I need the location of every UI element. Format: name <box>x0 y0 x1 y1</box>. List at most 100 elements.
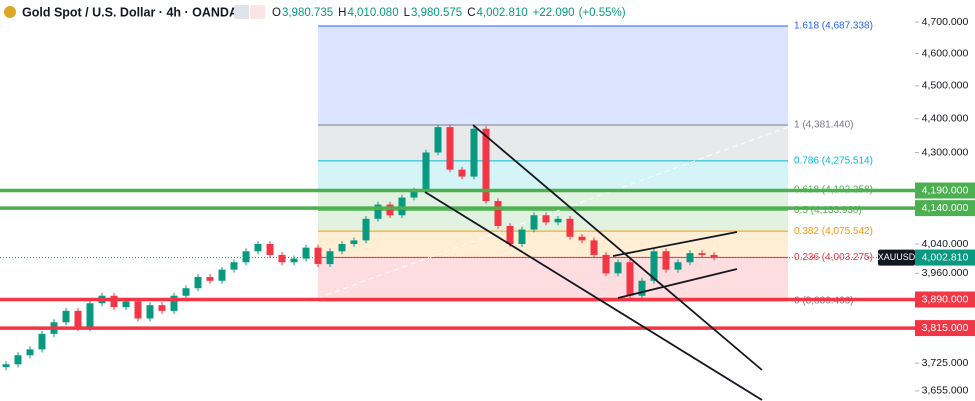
level-label: 3,815.000 <box>922 322 969 334</box>
candle-body <box>110 295 118 308</box>
candle-body <box>266 243 274 255</box>
candle-body <box>338 243 346 252</box>
candle-body <box>230 262 238 270</box>
trend-line <box>424 191 763 401</box>
last-price-bg <box>915 249 975 266</box>
icon[interactable] <box>250 5 265 19</box>
candle-body <box>374 204 382 219</box>
fib-band <box>318 231 788 258</box>
candle-body <box>566 218 574 237</box>
candle-body <box>278 254 286 263</box>
y-tick-label: 4,700.000 <box>922 16 969 28</box>
symbol-icon <box>4 6 16 18</box>
level-label-bg <box>915 200 975 217</box>
candle-body <box>674 262 682 270</box>
candle-body <box>530 215 538 230</box>
candle-body <box>170 295 178 311</box>
candle-body <box>554 218 562 223</box>
candle-body <box>458 169 466 177</box>
fib-band <box>318 257 788 301</box>
fib-label: 0.786 (4,275.514) <box>794 156 873 167</box>
candle-body <box>626 262 634 296</box>
candle-body <box>194 277 202 289</box>
fib-label: 1 (4,381.440) <box>794 120 854 131</box>
level-label: 4,190.000 <box>922 184 969 196</box>
candle-body <box>662 251 670 270</box>
candle-body <box>254 243 262 252</box>
icon[interactable] <box>234 5 249 19</box>
candle-body <box>158 305 166 311</box>
ohlc-name: C <box>467 7 475 19</box>
candle-body <box>134 301 142 319</box>
candle-body <box>290 258 298 263</box>
y-tick-label: 4,600.000 <box>922 47 969 59</box>
symbol-tag-bg <box>878 249 915 266</box>
level-label: 4,140.000 <box>922 202 969 214</box>
fib-band <box>318 210 788 232</box>
symbol-tag: XAUUSD <box>878 252 916 262</box>
ohlc-name: H <box>338 7 346 19</box>
candle-body <box>218 269 226 281</box>
change: +22.090 <box>533 7 575 19</box>
candle-body <box>74 310 82 329</box>
candle-body <box>542 215 550 223</box>
candle-body <box>38 333 46 350</box>
candle-body <box>434 127 442 153</box>
fib-label: 0.5 (4,133.930) <box>794 205 862 216</box>
candle-body <box>698 253 706 255</box>
y-tick-label: 4,500.000 <box>922 80 969 92</box>
candle-body <box>482 128 490 202</box>
candle-body <box>506 225 514 244</box>
candle-body <box>470 128 478 177</box>
candle-body <box>614 262 622 274</box>
candle-body <box>602 254 610 274</box>
candle-body <box>350 240 358 244</box>
candle-body <box>710 254 718 258</box>
fib-band <box>318 160 788 190</box>
candle-body <box>26 349 34 356</box>
candle-body <box>590 240 598 255</box>
trend-line <box>612 231 738 257</box>
ohlc-value: 4,010.080 <box>347 7 398 19</box>
y-tick-label: 4,400.000 <box>922 113 969 125</box>
y-tick-label: 4,300.000 <box>922 146 969 158</box>
y-tick-label: 4,040.000 <box>922 238 969 250</box>
ohlc-value: 4,002.810 <box>477 7 528 19</box>
candle-body <box>122 301 130 308</box>
candle-body <box>494 201 502 226</box>
fib-label: 1.618 (4,687.338) <box>794 21 873 32</box>
y-tick-label: 3,960.000 <box>922 267 969 279</box>
fib-band <box>318 189 788 211</box>
level-label-bg <box>915 182 975 199</box>
level-label-bg <box>915 291 975 308</box>
candle-body <box>242 251 250 263</box>
level-label-bg <box>915 320 975 337</box>
candle-body <box>578 236 586 241</box>
ohlc-name: L <box>404 7 411 19</box>
change-pct: (+0.55%) <box>579 7 626 19</box>
level-label: 3,890.000 <box>922 293 969 305</box>
candle-body <box>446 127 454 170</box>
candle-body <box>638 280 646 296</box>
y-tick-label: 3,655.000 <box>922 385 969 397</box>
fib-band <box>318 25 788 125</box>
candle-body <box>62 310 70 323</box>
last-price-label: 4,002.810 <box>922 251 969 263</box>
candle-body <box>14 355 22 365</box>
ohlc-name: O <box>272 7 281 19</box>
candle-body <box>650 251 658 281</box>
ohlc-value: 3,980.575 <box>411 7 462 19</box>
chart-title: Gold Spot / U.S. Dollar · 4h · OANDA <box>22 5 238 19</box>
candle-body <box>2 364 10 368</box>
ohlc-value: 3,980.735 <box>282 7 333 19</box>
candle-body <box>314 247 322 265</box>
candle-body <box>146 305 154 319</box>
trend-lines <box>424 124 763 401</box>
fib-label: 0.236 (4,003.275) <box>794 252 873 263</box>
header-bg <box>0 0 600 24</box>
candle-body <box>518 229 526 244</box>
candle-body <box>386 204 394 216</box>
header: Gold Spot / U.S. Dollar · 4h · OANDA O 3,… <box>0 0 626 24</box>
trend-line <box>472 124 763 371</box>
